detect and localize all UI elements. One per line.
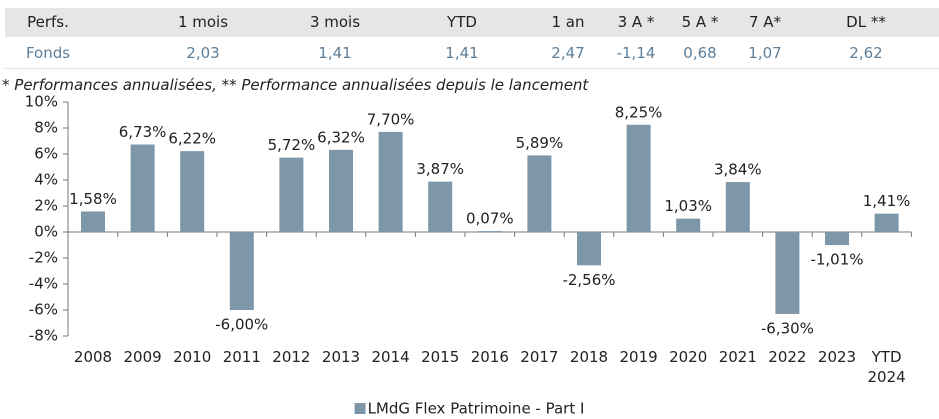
value-label: 1,03% <box>664 197 712 215</box>
header-cell: YTD <box>447 13 477 31</box>
value-label: -2,56% <box>562 271 615 289</box>
y-tick-label: 10% <box>25 93 58 111</box>
bar <box>428 181 453 232</box>
bar <box>775 232 800 314</box>
value-label: 7,70% <box>367 110 415 128</box>
table-cell: 2,62 <box>849 44 883 62</box>
value-label: 0,07% <box>466 210 514 228</box>
x-tick-label: 2021 <box>718 348 757 366</box>
x-tick-label: 2014 <box>371 348 410 366</box>
table-cell: 1,41 <box>318 44 352 62</box>
bar <box>279 157 304 232</box>
value-label: 3,84% <box>714 161 762 179</box>
header-cell: DL ** <box>846 13 886 31</box>
header-cell: 7 A* <box>748 13 782 31</box>
legend-label: LMdG Flex Patrimoine - Part I <box>368 400 585 418</box>
header-cell: 1 an <box>551 13 585 31</box>
x-tick-label: 2009 <box>123 348 162 366</box>
value-label: 6,32% <box>317 128 365 146</box>
x-tick-label: 2016 <box>470 348 509 366</box>
value-label: 1,41% <box>863 192 911 210</box>
x-tick-label: 2022 <box>768 348 807 366</box>
x-tick-label: 2008 <box>73 348 113 366</box>
bar <box>180 151 205 232</box>
bar <box>676 218 701 232</box>
bar <box>874 213 899 232</box>
value-label: -1,01% <box>810 251 863 269</box>
header-row: Perfs. 1 mois 3 mois YTD 1 an 3 A * 5 A * 7 A* D… <box>5 8 939 37</box>
bar <box>825 232 849 246</box>
bar <box>725 182 750 232</box>
table-cell: 0,68 <box>683 44 717 62</box>
x-tick-label: 2018 <box>569 348 609 366</box>
value-label: -6,30% <box>761 319 814 337</box>
x-tick-label: 2019 <box>619 348 658 366</box>
x-tick-label: 2013 <box>321 348 361 366</box>
y-tick-label: -4% <box>29 275 58 293</box>
value-label: 8,25% <box>615 103 663 121</box>
x-tick-label: YTD 2024 <box>867 348 906 386</box>
x-tick-label: 2010 <box>173 348 212 366</box>
x-tick-label: 2015 <box>421 348 460 366</box>
table-cell: 1,07 <box>748 44 782 62</box>
performance-table: Perfs. 1 mois 3 mois YTD 1 an 3 A * 5 A * 7 A* D… <box>5 8 939 69</box>
bar <box>229 232 254 310</box>
header-cell: 1 mois <box>177 13 229 31</box>
bar <box>527 155 552 232</box>
table-cell: 2,47 <box>551 44 585 62</box>
y-tick-label: -2% <box>29 249 58 267</box>
bar <box>477 231 502 232</box>
x-tick-label: 2011 <box>222 348 261 366</box>
x-tick-label: 2020 <box>669 348 708 366</box>
bar <box>626 124 651 232</box>
header-cell: 3 A * <box>617 13 655 31</box>
y-tick-label: -8% <box>29 327 58 345</box>
footnote: * Performances annualisées, ** Performan… <box>2 76 589 94</box>
value-label: 1,58% <box>69 190 117 208</box>
value-label: -6,00% <box>215 316 268 334</box>
value-label: 6,73% <box>119 123 167 141</box>
value-label: 3,87% <box>416 160 464 178</box>
table-cell: -1,14 <box>616 44 656 62</box>
table-cell: Fonds <box>25 44 71 62</box>
y-tick-label: -6% <box>29 301 58 319</box>
y-tick-label: 8% <box>34 119 58 137</box>
bar <box>329 149 353 232</box>
value-label: 5,72% <box>268 136 316 154</box>
bar <box>130 144 155 232</box>
value-label: 5,89% <box>516 134 564 152</box>
bar <box>81 211 105 232</box>
table-row: Fonds 2,03 1,41 1,41 2,47 -1,14 0,68 1,07 2,62 <box>5 39 939 69</box>
y-tick-label: 0% <box>34 223 58 241</box>
value-label: 6,22% <box>168 130 216 148</box>
header-cell: Perfs. <box>27 13 69 31</box>
bar <box>378 131 403 232</box>
y-tick-label: 2% <box>34 197 58 215</box>
legend-swatch <box>354 403 366 414</box>
x-tick-label: 2017 <box>520 348 559 366</box>
bar <box>577 232 601 266</box>
x-tick-label: 2012 <box>272 348 311 366</box>
table-cell: 2,03 <box>186 44 220 62</box>
table-cell: 1,41 <box>445 44 479 62</box>
y-tick-label: 4% <box>34 171 58 189</box>
y-tick-label: 6% <box>34 145 58 163</box>
header-cell: 5 A * <box>681 13 719 31</box>
header-cell: 3 mois <box>309 13 361 31</box>
x-tick-label: 2023 <box>817 348 857 366</box>
